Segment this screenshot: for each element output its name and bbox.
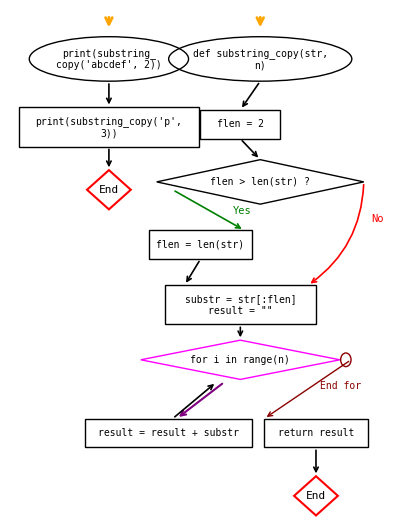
- Text: return result: return result: [278, 428, 354, 438]
- Text: End for: End for: [320, 381, 361, 391]
- Text: substr = str[:flen]
result = "": substr = str[:flen] result = "": [184, 294, 296, 316]
- Text: End: End: [306, 491, 326, 501]
- Text: print(substring_copy('p',
3)): print(substring_copy('p', 3)): [35, 116, 182, 138]
- Text: Yes: Yes: [232, 206, 251, 216]
- Text: for i in range(n): for i in range(n): [190, 355, 290, 365]
- Text: flen = len(str): flen = len(str): [156, 240, 245, 250]
- Text: flen > len(str) ?: flen > len(str) ?: [210, 177, 310, 187]
- Text: End: End: [99, 185, 119, 195]
- Text: def substring_copy(str,
n): def substring_copy(str, n): [192, 48, 328, 70]
- Text: No: No: [372, 214, 384, 224]
- Text: flen = 2: flen = 2: [217, 119, 264, 129]
- Text: result = result + substr: result = result + substr: [98, 428, 239, 438]
- Text: print(substring_
copy('abcdef', 2)): print(substring_ copy('abcdef', 2)): [56, 48, 162, 70]
